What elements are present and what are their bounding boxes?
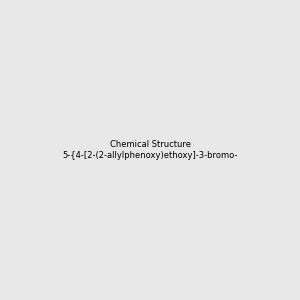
Text: Chemical Structure
5-{4-[2-(2-allylphenoxy)ethoxy]-3-bromo-: Chemical Structure 5-{4-[2-(2-allylpheno…: [62, 140, 238, 160]
